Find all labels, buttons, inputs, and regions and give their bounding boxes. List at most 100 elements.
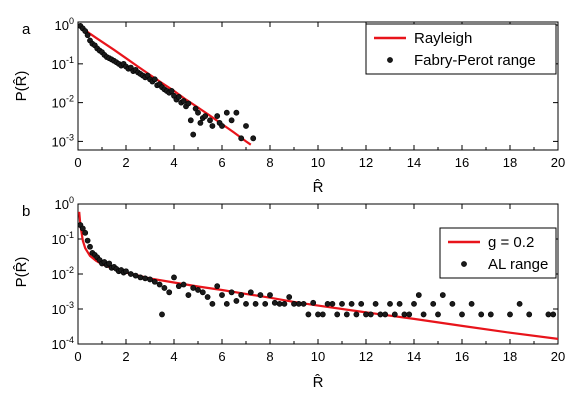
data-point	[295, 300, 302, 307]
x-tick-label: 12	[359, 155, 373, 170]
x-tick-label: 20	[551, 155, 565, 170]
data-point	[151, 278, 158, 285]
data-point	[190, 285, 197, 291]
data-point	[219, 123, 225, 129]
x-tick-label: 16	[455, 155, 469, 170]
panel-letter: a	[22, 21, 31, 38]
y-tick-label: 10-2	[52, 265, 74, 282]
data-point	[147, 276, 153, 283]
data-point	[199, 289, 206, 296]
data-point	[420, 311, 427, 318]
data-point	[207, 117, 213, 124]
data-point	[387, 300, 393, 307]
data-point	[430, 300, 437, 307]
data-point	[348, 300, 355, 307]
data-point	[526, 311, 533, 318]
x-tick-label: 10	[311, 349, 325, 364]
data-point	[197, 119, 204, 126]
data-point	[180, 281, 187, 288]
data-point	[219, 292, 225, 298]
data-point	[324, 300, 331, 307]
data-point	[516, 300, 523, 307]
data-point	[550, 311, 557, 318]
data-point	[209, 300, 216, 307]
data-point	[545, 311, 552, 318]
data-point	[343, 311, 350, 318]
data-point	[228, 289, 235, 296]
x-tick-label: 8	[266, 155, 273, 170]
x-tick-label: 14	[407, 155, 421, 170]
data-point	[252, 300, 259, 307]
data-point	[171, 274, 177, 281]
x-tick-label: 6	[218, 155, 225, 170]
data-point	[487, 311, 494, 318]
data-point	[406, 311, 413, 318]
data-point	[87, 243, 93, 250]
x-tick-label: 4	[170, 349, 177, 364]
data-point	[214, 113, 221, 119]
x-tick-label: 2	[122, 349, 129, 364]
data-point	[187, 117, 194, 124]
data-point	[195, 287, 201, 293]
data-point	[353, 311, 360, 318]
data-point	[79, 225, 86, 232]
data-point	[238, 135, 245, 142]
legend-marker-swatch	[461, 261, 467, 267]
legend: g = 0.2 AL range	[439, 227, 557, 279]
data-point	[223, 109, 230, 116]
data-point	[82, 229, 89, 236]
data-point	[267, 292, 273, 298]
data-point	[449, 300, 456, 307]
data-point	[123, 268, 129, 275]
x-tick-label: 0	[74, 349, 81, 364]
data-point	[310, 299, 317, 306]
data-point	[238, 292, 245, 298]
data-point	[159, 311, 165, 318]
x-tick-label: 16	[455, 349, 469, 364]
y-tick-label: 100	[55, 195, 74, 212]
data-point	[161, 285, 168, 291]
series-line-rayleigh	[78, 24, 252, 146]
data-point	[276, 300, 283, 307]
data-point	[271, 299, 278, 306]
data-point	[228, 117, 235, 124]
data-point	[334, 311, 341, 318]
x-tick-label: 8	[266, 349, 273, 364]
y-tick-label: 10-2	[52, 94, 74, 111]
data-point	[319, 311, 326, 318]
data-point	[84, 32, 91, 39]
data-point	[209, 123, 216, 129]
data-point	[166, 289, 173, 296]
y-tick-label: 10-3	[52, 132, 74, 149]
data-point	[247, 289, 254, 296]
data-point	[339, 300, 345, 307]
x-tick-label: 14	[407, 349, 421, 364]
data-point	[439, 292, 446, 298]
data-point	[257, 292, 264, 298]
data-point	[291, 300, 297, 307]
y-tick-label: 100	[55, 16, 74, 33]
data-point	[468, 300, 475, 307]
x-axis-title: R̂	[313, 374, 324, 391]
data-point	[168, 88, 175, 94]
x-tick-label: 0	[74, 155, 81, 170]
data-point	[415, 292, 422, 298]
data-point	[180, 98, 187, 104]
legend-label: Rayleigh	[414, 30, 472, 47]
x-axis-title: R̂	[313, 179, 324, 196]
data-point	[286, 294, 293, 300]
data-point	[223, 300, 230, 307]
data-point	[243, 300, 249, 307]
data-point	[175, 94, 182, 100]
data-point	[233, 298, 240, 304]
data-point	[478, 311, 485, 318]
legend-marker-swatch	[387, 57, 393, 63]
x-tick-label: 4	[170, 155, 177, 170]
data-point	[363, 311, 369, 318]
data-point	[358, 300, 365, 307]
data-point	[315, 311, 321, 318]
data-point	[214, 283, 221, 290]
legend-label: Fabry-Perot range	[414, 52, 536, 69]
panel-letter: b	[22, 203, 30, 220]
